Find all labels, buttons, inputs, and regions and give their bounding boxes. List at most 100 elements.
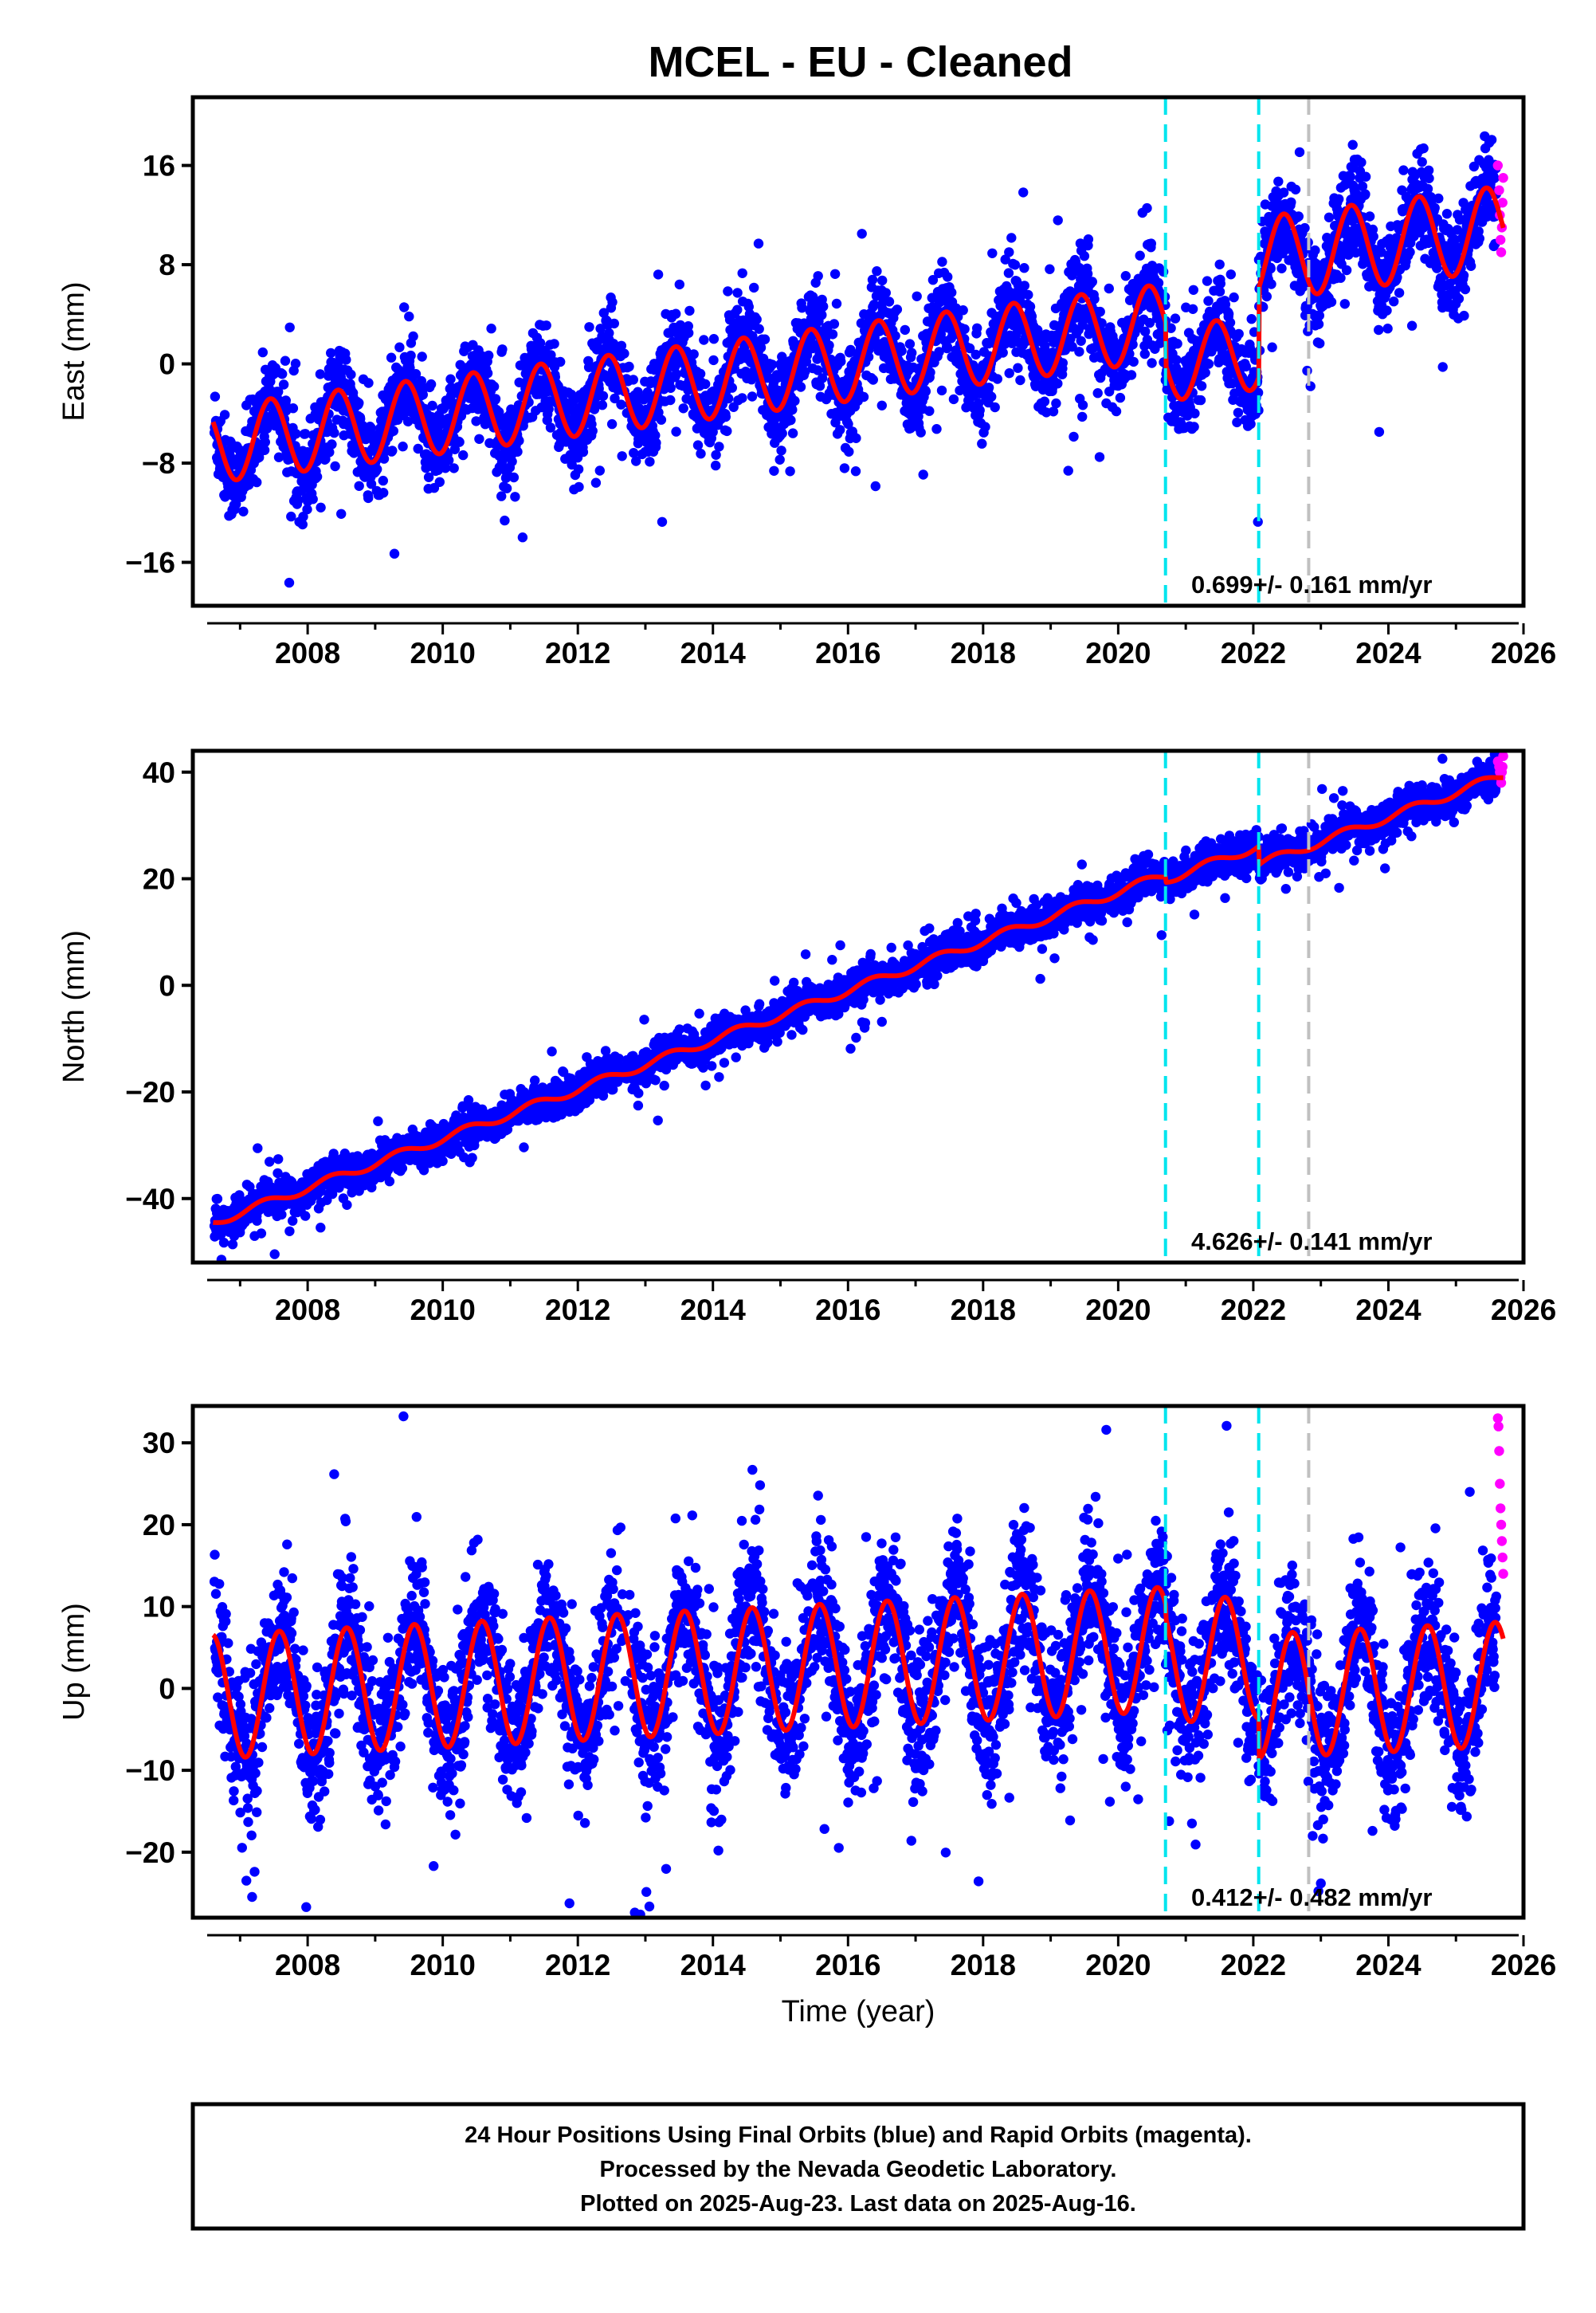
final-orbit-point [931,424,942,434]
final-orbit-point [814,381,825,391]
x-tick-label: 2016 [815,637,880,670]
final-orbit-point [649,364,660,375]
final-orbit-point [425,379,437,390]
final-orbit-point [628,375,638,385]
final-orbit-point [755,343,767,353]
final-orbit-point [774,454,785,465]
final-orbit-point [1441,209,1453,219]
final-orbit-point [642,387,653,398]
final-orbit-point [892,304,903,315]
final-orbit-point [219,410,230,420]
final-orbit-point [1127,340,1138,350]
final-orbit-point [633,387,643,397]
final-orbit-point [1253,516,1263,527]
final-orbit-point [1360,189,1371,199]
final-orbit-point [708,334,720,344]
final-orbit-point [1294,147,1305,158]
final-orbit-point [302,504,312,515]
final-orbit-point [260,437,270,447]
final-orbit-point [300,1211,311,1221]
final-orbit-point [671,426,681,437]
final-orbit-point [877,275,888,286]
x-tick-label: 2026 [1491,637,1556,670]
final-orbit-point [1095,306,1105,317]
final-orbit-point [316,1223,326,1233]
final-orbit-point [971,349,981,360]
final-orbit-point [1345,171,1355,182]
final-orbit-point [1039,396,1050,406]
final-orbit-point [555,356,566,367]
final-orbit-point [653,269,664,280]
final-orbit-point [1202,276,1213,286]
final-orbit-point [1172,339,1182,349]
final-orbit-point [1135,250,1145,261]
final-orbit-point [1382,305,1392,316]
final-orbit-point [1019,263,1029,273]
final-orbit-point [1057,358,1069,368]
final-orbit-point [1424,173,1434,183]
final-orbit-point [1261,291,1272,302]
final-orbit-point [1225,317,1236,328]
final-orbit-point [1045,264,1055,274]
final-orbit-point [252,477,262,488]
final-orbit-point [708,426,718,438]
final-orbit-point [777,351,787,362]
final-orbit-point [884,296,895,307]
final-orbit-point [916,427,926,438]
final-orbit-point [1422,183,1433,194]
final-orbit-point [749,282,759,293]
final-orbit-point [1314,310,1325,321]
final-orbit-point [458,450,469,461]
final-orbit-point [1195,395,1206,406]
final-orbit-point [269,1249,280,1259]
x-tick-label: 2024 [1355,637,1421,670]
final-orbit-point [366,479,377,489]
final-orbit-point [964,343,975,354]
final-orbit-point [1474,234,1485,244]
final-orbit-point [700,379,711,390]
final-orbit-point [720,411,731,422]
final-orbit-point [925,367,935,378]
final-orbit-point [514,435,524,446]
final-orbit-point [835,425,845,435]
final-orbit-point [1023,289,1033,300]
final-orbit-point [212,1193,223,1204]
final-orbit-point [508,472,520,483]
final-orbit-point [1423,165,1434,175]
x-tick-label: 2012 [545,637,610,670]
final-orbit-point [1051,398,1061,409]
final-orbit-point [1405,247,1415,257]
final-orbit-point [500,515,510,526]
final-orbit-point [378,488,389,498]
final-orbit-point [252,1215,262,1226]
final-orbit-point [1356,157,1367,167]
final-orbit-point [732,288,743,298]
final-orbit-point [609,318,619,329]
final-orbit-point [510,492,520,502]
final-orbit-point [1266,279,1276,289]
final-orbit-point [227,1239,238,1250]
final-orbit-point [1203,296,1214,306]
final-orbit-point [1196,381,1207,391]
final-orbit-point [257,347,268,358]
final-orbit-point [354,398,364,408]
final-orbit-point [665,383,676,393]
final-orbit-point [869,300,880,310]
final-orbit-point [284,322,295,332]
final-orbit-point [218,1237,229,1248]
final-orbit-point [1063,465,1073,476]
final-orbit-point [1406,320,1418,331]
final-orbit-point [535,338,546,348]
final-orbit-point [288,1215,298,1226]
final-orbit-point [1003,268,1014,278]
final-orbit-point [354,481,364,491]
final-orbit-point [990,402,1000,413]
final-orbit-point [1246,314,1257,324]
final-orbit-point [346,369,356,380]
final-orbit-point [297,519,308,530]
final-orbit-point [427,400,437,411]
final-orbit-point [1465,261,1476,271]
final-orbit-point [607,296,618,308]
final-orbit-point [1382,324,1393,334]
final-orbit-point [1214,259,1225,269]
